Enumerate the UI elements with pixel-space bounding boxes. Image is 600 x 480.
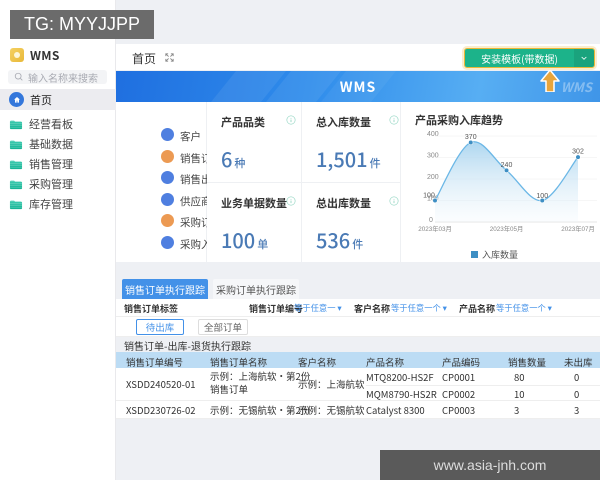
svg-text:370: 370 [465, 134, 477, 141]
svg-text:100: 100 [536, 193, 548, 200]
svg-text:300: 300 [427, 153, 439, 160]
svg-text:100: 100 [423, 193, 435, 200]
svg-text:2023年03月: 2023年03月 [418, 224, 452, 233]
svg-text:2023年05月: 2023年05月 [490, 224, 524, 233]
svg-text:2023年07月: 2023年07月 [561, 224, 595, 233]
svg-text:302: 302 [572, 149, 584, 156]
svg-text:0: 0 [429, 217, 433, 224]
svg-text:200: 200 [427, 174, 439, 181]
svg-text:240: 240 [501, 162, 513, 169]
svg-text:400: 400 [427, 131, 439, 138]
